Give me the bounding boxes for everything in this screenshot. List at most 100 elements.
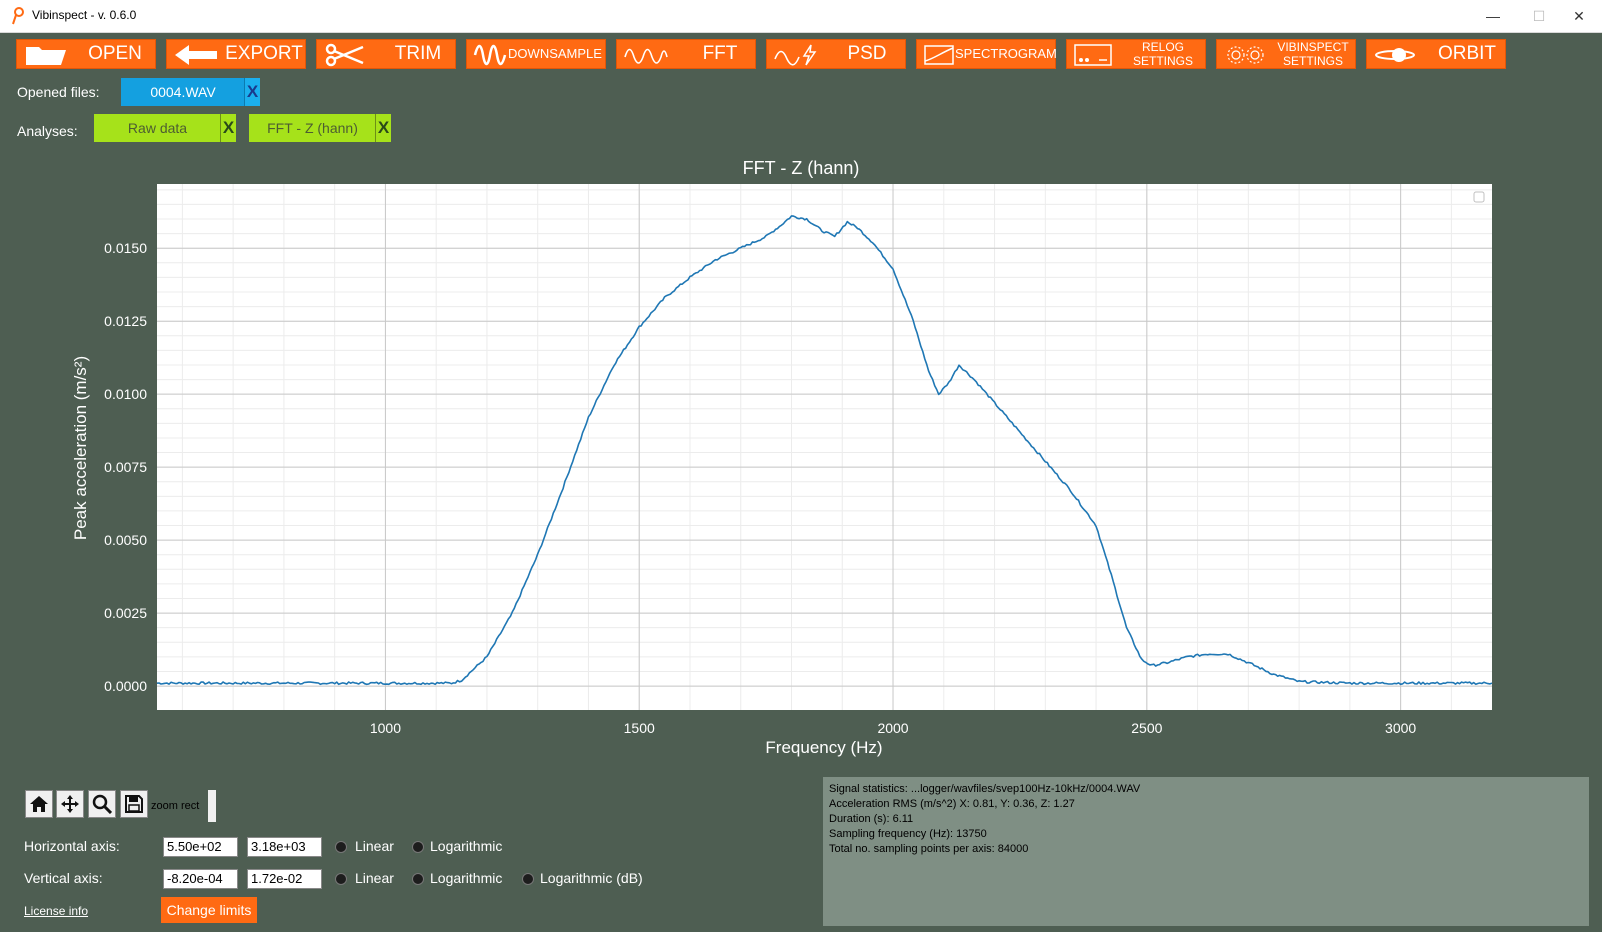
nav-status-bar bbox=[208, 790, 216, 822]
relog-label-line2: SETTINGS bbox=[1132, 54, 1193, 68]
wave-bolt-icon bbox=[774, 44, 817, 66]
scissors-icon bbox=[325, 43, 364, 67]
analysis-tab-raw-data[interactable]: Raw data X bbox=[94, 114, 236, 142]
downsample-button[interactable]: DOWNSAMPLE bbox=[466, 39, 606, 69]
horizontal-linear-label: Linear bbox=[355, 838, 394, 854]
analysis-tab-fft[interactable]: FFT - Z (hann) X bbox=[249, 114, 391, 142]
vibinspect-label-line2: SETTINGS bbox=[1282, 54, 1343, 68]
vibinspect-label-line1: VIBINSPECT bbox=[1277, 40, 1349, 54]
x-tick-label: 2000 bbox=[877, 720, 908, 736]
export-label: EXPORT bbox=[225, 43, 303, 64]
x-tick-label: 1500 bbox=[624, 720, 655, 736]
vertical-log-db-radio[interactable] bbox=[522, 873, 534, 885]
analysis-tab-name: FFT - Z (hann) bbox=[267, 120, 358, 136]
orbit-button[interactable]: ORBIT bbox=[1366, 39, 1506, 69]
window-title: Vibinspect - v. 0.6.0 bbox=[32, 8, 137, 22]
zoom-mode-label: zoom rect bbox=[151, 800, 200, 812]
series-line bbox=[156, 215, 1493, 686]
maximize-button[interactable]: ☐ bbox=[1532, 8, 1546, 24]
x-axis-label: Frequency (Hz) bbox=[765, 738, 882, 757]
minimize-button[interactable]: — bbox=[1486, 8, 1500, 24]
vertical-axis-label: Vertical axis: bbox=[24, 870, 103, 886]
fft-button[interactable]: FFT bbox=[616, 39, 756, 69]
arrow-left-icon bbox=[175, 45, 217, 65]
horizontal-min-input[interactable]: 5.50e+02 bbox=[163, 837, 238, 857]
orbit-icon bbox=[1375, 48, 1415, 62]
trim-label: TRIM bbox=[394, 43, 442, 64]
horizontal-linear-radio[interactable] bbox=[335, 841, 347, 853]
open-button[interactable]: OPEN bbox=[16, 39, 156, 69]
trim-button[interactable]: TRIM bbox=[316, 39, 456, 69]
title-bar: Vibinspect - v. 0.6.0 — ☐ ✕ bbox=[0, 0, 1602, 33]
stats-line: Sampling frequency (Hz): 13750 bbox=[829, 828, 987, 840]
move-icon bbox=[61, 795, 79, 813]
vertical-min-input[interactable]: -8.20e-04 bbox=[163, 869, 238, 889]
analyses-label: Analyses: bbox=[17, 123, 78, 139]
y-tick-label: 0.0000 bbox=[104, 678, 147, 694]
gears-icon bbox=[1227, 46, 1264, 64]
vertical-max-input[interactable]: 1.72e-02 bbox=[247, 869, 322, 889]
horizontal-log-radio[interactable] bbox=[412, 841, 424, 853]
relog-settings-button[interactable]: RELOG SETTINGS bbox=[1066, 39, 1206, 69]
spectrogram-label: SPECTROGRAM bbox=[955, 46, 1057, 61]
psd-button[interactable]: PSD bbox=[766, 39, 906, 69]
waveform-icon bbox=[624, 48, 668, 64]
open-label: OPEN bbox=[88, 43, 142, 64]
stats-line: Duration (s): 6.11 bbox=[829, 813, 914, 825]
x-tick-label: 2500 bbox=[1131, 720, 1162, 736]
y-tick-label: 0.0100 bbox=[104, 386, 147, 402]
folder-icon bbox=[26, 47, 66, 65]
analysis-tab-name: Raw data bbox=[127, 120, 188, 136]
spectrogram-icon bbox=[924, 45, 954, 65]
magnifier-icon bbox=[92, 794, 112, 814]
y-tick-label: 0.0025 bbox=[104, 605, 147, 621]
x-tick-label: 3000 bbox=[1385, 720, 1416, 736]
downsample-label: DOWNSAMPLE bbox=[508, 46, 602, 61]
vertical-log-radio[interactable] bbox=[412, 873, 424, 885]
pan-button[interactable] bbox=[56, 790, 84, 818]
y-tick-label: 0.0075 bbox=[104, 459, 147, 475]
chart-title: FFT - Z (hann) bbox=[742, 158, 860, 178]
legend-checkbox[interactable] bbox=[1473, 191, 1485, 203]
close-window-button[interactable]: ✕ bbox=[1573, 8, 1585, 24]
relog-label-line1: RELOG bbox=[1141, 40, 1184, 54]
app-icon bbox=[12, 7, 24, 25]
stats-line: Total no. sampling points per axis: 8400… bbox=[829, 843, 1029, 855]
major-grid bbox=[157, 184, 1492, 710]
spectrogram-button[interactable]: SPECTROGRAM bbox=[916, 39, 1057, 69]
opened-files-label: Opened files: bbox=[17, 84, 100, 100]
horizontal-axis-label: Horizontal axis: bbox=[24, 838, 120, 854]
orbit-label: ORBIT bbox=[1437, 43, 1497, 64]
horizontal-max-input[interactable]: 3.18e+03 bbox=[247, 837, 322, 857]
x-tick-labels: 1000 1500 2000 2500 3000 bbox=[370, 720, 1417, 736]
psd-label: PSD bbox=[847, 43, 887, 64]
save-figure-button[interactable] bbox=[120, 790, 148, 818]
close-analysis-button[interactable]: X bbox=[375, 114, 391, 142]
zoom-button[interactable] bbox=[88, 790, 116, 818]
export-button[interactable]: EXPORT bbox=[166, 39, 306, 69]
device-icon bbox=[1074, 44, 1112, 66]
fft-label: FFT bbox=[702, 43, 738, 64]
home-button[interactable] bbox=[25, 790, 53, 818]
close-analysis-button[interactable]: X bbox=[220, 114, 236, 142]
file-tab-name: 0004.WAV bbox=[150, 84, 216, 100]
license-info-link[interactable]: License info bbox=[24, 904, 89, 918]
minor-grid bbox=[157, 184, 1492, 710]
vibinspect-settings-button[interactable]: VIBINSPECT SETTINGS bbox=[1216, 39, 1356, 69]
change-limits-button[interactable]: Change limits bbox=[161, 897, 257, 923]
vertical-linear-label: Linear bbox=[355, 870, 394, 886]
plot-area[interactable] bbox=[157, 184, 1492, 710]
file-tab-0004[interactable]: 0004.WAV X bbox=[121, 78, 260, 106]
vertical-linear-radio[interactable] bbox=[335, 873, 347, 885]
wave-icon bbox=[473, 44, 507, 66]
save-icon bbox=[125, 795, 143, 813]
x-tick-label: 1000 bbox=[370, 720, 401, 736]
y-tick-labels: 0.0000 0.0025 0.0050 0.0075 0.0100 0.0125 0.01… bbox=[104, 240, 147, 694]
y-tick-label: 0.0125 bbox=[104, 313, 147, 329]
signal-statistics-panel: Signal statistics: ...logger/wavfiles/sv… bbox=[823, 777, 1589, 926]
stats-line: Signal statistics: ...logger/wavfiles/sv… bbox=[829, 783, 1141, 795]
horizontal-log-label: Logarithmic bbox=[430, 838, 503, 854]
close-file-button[interactable]: X bbox=[244, 78, 260, 106]
stats-line: Acceleration RMS (m/s^2) X: 0.81, Y: 0.3… bbox=[829, 798, 1075, 810]
